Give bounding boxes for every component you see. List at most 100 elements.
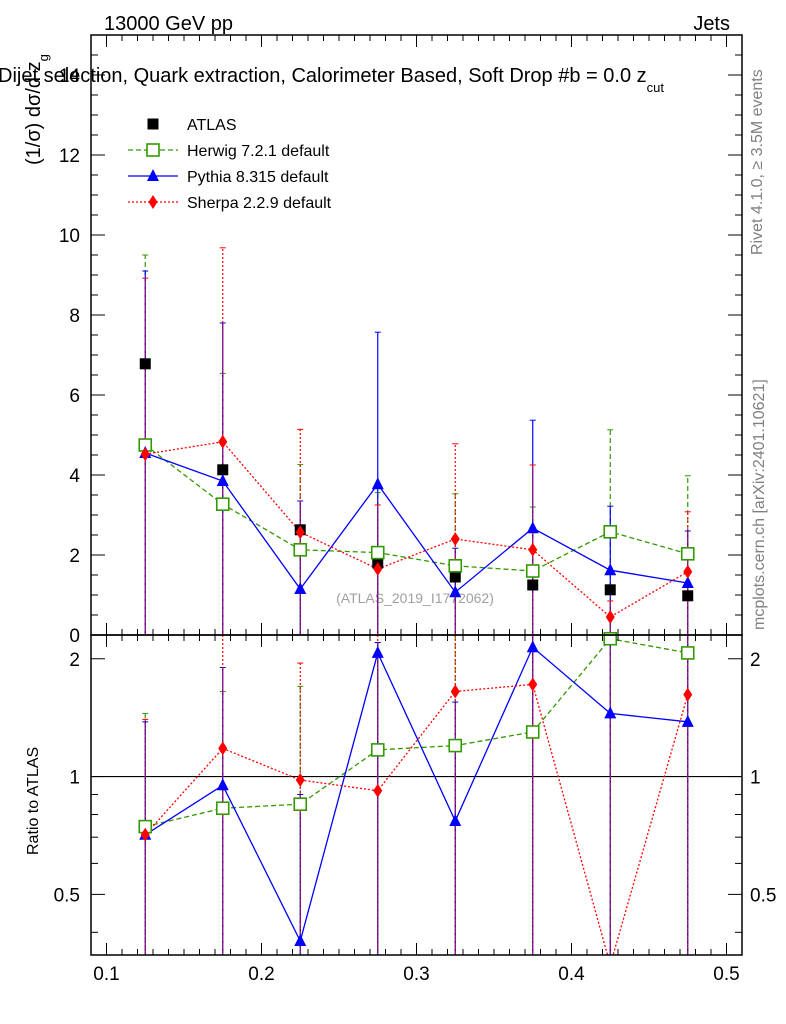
sherpa-main-point (528, 542, 538, 557)
herwig-ratio-point (448, 738, 463, 753)
pythia-main-point (681, 576, 694, 588)
sherpa-ratio-point (295, 772, 305, 787)
main-y-tick-label: 12 (59, 146, 80, 167)
atlas-point (682, 590, 694, 602)
main-plot-marks (138, 247, 695, 635)
pythia-ratio-line (144, 646, 688, 943)
analysis-watermark: (ATLAS_2019_I1772062) (336, 590, 494, 606)
sherpa-main-point (295, 525, 305, 540)
sherpa-legend-label: Sherpa 2.2.9 default (187, 195, 332, 212)
pythia-ratio-point (449, 813, 462, 826)
herwig-main-point (448, 558, 463, 573)
herwig-ratio-point (215, 801, 230, 816)
main-y-tick-label: 14 (59, 66, 81, 87)
pythia-ratio-point (604, 706, 617, 719)
pythia-ratio-point (294, 934, 307, 947)
atlas-point (217, 464, 229, 476)
sherpa-ratio-point (450, 684, 460, 699)
ratio-y-tick-label-right: 1 (750, 768, 761, 789)
x-tick-label: 0.4 (558, 964, 585, 985)
main-y-tick-label: 10 (59, 226, 80, 247)
x-tick-label: 0.3 (403, 964, 429, 985)
ratio-y-tick-label-left: 1 (69, 768, 80, 789)
ratio-y-tick-label-right: 2 (750, 650, 761, 671)
sherpa-main-point (683, 564, 693, 579)
herwig-ratio-line (145, 638, 688, 828)
herwig-main-line (144, 444, 688, 572)
atlas-point (527, 579, 539, 591)
herwig-ratio-point (525, 725, 540, 739)
category-label: Jets (693, 13, 730, 35)
plot-subtitle: Dijet selection, Quark extraction, Calor… (0, 65, 664, 95)
herwig-main-point (680, 546, 695, 561)
sherpa-ratio-point (683, 687, 693, 702)
x-tick-label: 0.5 (713, 964, 739, 985)
ratio-ylabel-text: Ratio to ATLAS (25, 747, 42, 855)
ratio-y-tick-label-right: 0.5 (750, 885, 776, 906)
atlas-legend-label: ATLAS (187, 117, 237, 134)
sherpa-ratio-point (140, 827, 150, 842)
herwig-main-point (370, 545, 385, 560)
ratio-y-tick-label-left: 2 (69, 650, 80, 671)
energy-label: 13000 GeV pp (104, 13, 233, 35)
sherpa-main-point (140, 447, 150, 462)
subtitle-sub: cut (647, 80, 665, 95)
ratio-y-tick-label-left: 0.5 (54, 885, 80, 906)
rivet-label: Rivet 4.1.0, ≥ 3.5M events (749, 69, 766, 255)
sherpa-ratio-point (373, 783, 383, 798)
herwig-ratio-point (680, 646, 695, 660)
pythia-ratio-point (216, 778, 229, 791)
svg-text:(1/σ) dσ/d zg: (1/σ) dσ/d zg (23, 54, 51, 165)
atlas-legend-marker (147, 118, 159, 130)
subtitle-text: Dijet selection, Quark extraction, Calor… (0, 65, 647, 87)
x-tick-label: 0.1 (93, 964, 119, 985)
rivet-label-group: Rivet 4.1.0, ≥ 3.5M events (749, 69, 766, 255)
pythia-ratio-point (526, 640, 539, 653)
x-tick-label: 0.2 (248, 964, 274, 985)
sherpa-ratio-point (218, 741, 228, 756)
sherpa-ratio-point (528, 677, 538, 692)
legend: ATLAS Herwig 7.2.1 default Pythia 8.315 de… (128, 117, 332, 212)
pythia-main-point (449, 585, 462, 598)
sherpa-main-point (373, 562, 383, 576)
main-y-tick-label: 6 (69, 386, 80, 407)
mcplots-label: mcplots.cern.ch [arXiv:2401.10621] (751, 379, 768, 630)
herwig-legend-label: Herwig 7.2.1 default (187, 143, 330, 160)
pythia-main-point (526, 521, 539, 534)
main-y-tick-label: 2 (69, 546, 80, 567)
herwig-main-point (525, 564, 540, 578)
pythia-legend-label: Pythia 8.315 default (187, 169, 329, 186)
sherpa-main-point (450, 532, 460, 546)
sherpa-ratio-line (144, 683, 689, 968)
herwig-main-point (603, 524, 618, 539)
ratio-bottom-mask (0, 956, 786, 1024)
pythia-ratio-point (371, 645, 384, 658)
mcplots-label-group: mcplots.cern.ch [arXiv:2401.10621] (751, 379, 768, 630)
sherpa-legend-marker (148, 195, 158, 209)
main-y-tick-label: 8 (69, 306, 80, 327)
ratio-ylabel: Ratio to ATLAS (25, 747, 42, 855)
main-y-tick-label: 0 (69, 626, 80, 647)
main-ylabel-sub: g (36, 54, 51, 61)
herwig-ratio-point (370, 743, 385, 757)
sherpa-main-point (218, 434, 228, 449)
atlas-point (449, 571, 461, 583)
pythia-main-point (294, 582, 307, 594)
sherpa-main-point (605, 610, 615, 624)
main-ylabel-text: (1/σ) dσ/d z (23, 61, 45, 165)
pythia-main-point (371, 477, 384, 490)
pythia-main-point (604, 563, 617, 576)
atlas-point (604, 584, 616, 596)
pythia-ratio-point (681, 714, 694, 727)
herwig-ratio-point (293, 797, 308, 811)
ratio-frame (90, 634, 743, 956)
herwig-legend-marker (146, 143, 160, 157)
pythia-main-line (145, 452, 688, 594)
main-ylabel: (1/σ) dσ/d zg (23, 54, 51, 165)
sherpa-main-line (145, 441, 689, 618)
herwig-main-point (215, 497, 230, 512)
herwig-main-point (293, 542, 308, 557)
